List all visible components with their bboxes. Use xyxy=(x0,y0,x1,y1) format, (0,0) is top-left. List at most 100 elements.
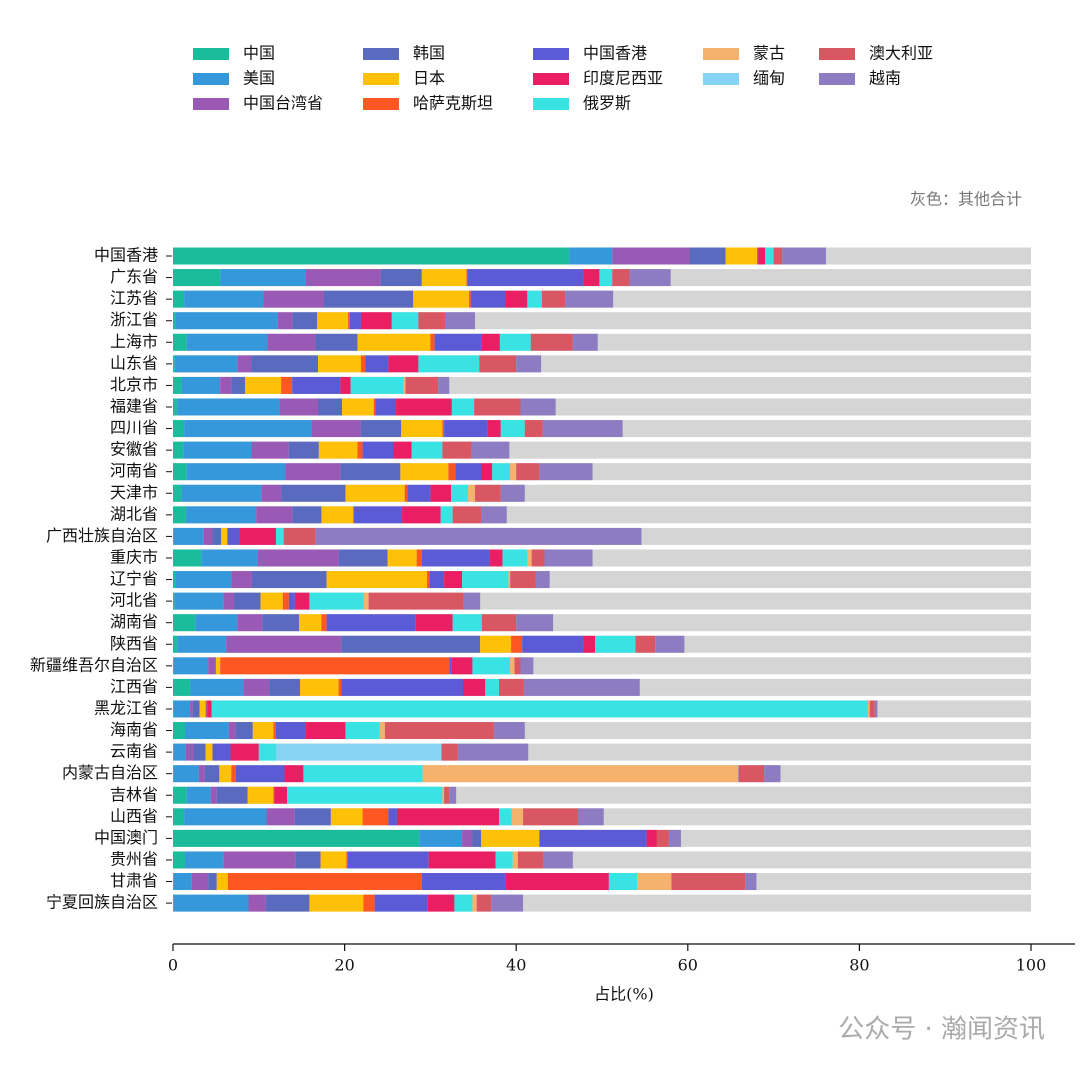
bar-segment xyxy=(430,484,451,502)
bar-segment xyxy=(469,290,471,308)
bar-segment xyxy=(192,700,200,718)
bar-segment xyxy=(173,873,192,891)
y-tick-label: 江西省 xyxy=(110,677,158,696)
bar-segment xyxy=(221,527,228,545)
bar-segment xyxy=(396,808,500,826)
bar-segment xyxy=(421,549,490,567)
bar-segment xyxy=(279,398,319,416)
bar-segment xyxy=(462,571,509,589)
bar-segment xyxy=(516,463,540,481)
bar-segment xyxy=(668,829,681,847)
bar-segment xyxy=(489,549,503,567)
bar-segment xyxy=(508,571,511,589)
bar-segment xyxy=(237,355,252,373)
bar-segment xyxy=(428,851,496,869)
bar-segment xyxy=(354,506,403,524)
bar-segment xyxy=(208,657,216,675)
annotation: 灰色：其他合计 xyxy=(910,190,1022,209)
bar-segment xyxy=(269,678,300,696)
bar-segment xyxy=(282,592,289,610)
bar-segment xyxy=(373,398,376,416)
bar-segment xyxy=(173,657,209,675)
bar-segment xyxy=(186,463,286,481)
y-tick-label: 内蒙古自治区 xyxy=(62,763,158,782)
bar-segment xyxy=(288,441,319,459)
bar-segment xyxy=(173,786,187,804)
x-axis-label: 占比(%) xyxy=(594,985,654,1004)
bar-segment xyxy=(173,743,186,761)
bar-segment xyxy=(348,851,429,869)
bar-segment xyxy=(418,355,480,373)
bar-segment xyxy=(612,247,690,265)
bar-segment xyxy=(745,873,757,891)
bar-segment xyxy=(345,722,380,740)
bar-segment xyxy=(195,614,238,632)
bar-segment xyxy=(362,441,394,459)
bar-segment xyxy=(368,592,464,610)
bar-segment xyxy=(523,808,578,826)
bar-segment xyxy=(541,290,566,308)
bar-segment xyxy=(527,549,532,567)
bar-segment xyxy=(275,527,284,545)
bar-segment xyxy=(429,571,445,589)
bar-segment xyxy=(181,376,221,394)
bar-segment xyxy=(245,376,282,394)
bar-segment xyxy=(267,333,316,351)
bar-segment xyxy=(340,463,401,481)
bar-segment xyxy=(468,484,476,502)
bar-segment xyxy=(324,290,414,308)
bar-segment xyxy=(510,657,515,675)
bar-segment xyxy=(463,592,481,610)
legend-label: 韩国 xyxy=(413,44,445,63)
y-tick-label: 新疆维吾尔自治区 xyxy=(30,655,158,674)
bar-segment xyxy=(251,355,319,373)
bar-segment xyxy=(338,549,388,567)
bar-segment xyxy=(438,376,450,394)
bar-segment xyxy=(177,635,227,653)
bar-segment xyxy=(350,376,404,394)
bar-segment xyxy=(258,743,276,761)
x-tick-label: 40 xyxy=(506,956,526,975)
bar-segment xyxy=(285,463,341,481)
bar-segment xyxy=(220,657,450,675)
bar-segment xyxy=(655,635,685,653)
bar-segment xyxy=(466,269,468,287)
bar-segment xyxy=(502,549,528,567)
y-tick-label: 甘肃省 xyxy=(110,871,158,890)
bar-segment xyxy=(211,700,868,718)
bar-segment xyxy=(173,592,175,610)
bar-segment xyxy=(173,743,174,761)
bar-segment xyxy=(442,420,445,438)
bar-segment xyxy=(656,829,669,847)
bar-segment xyxy=(235,722,253,740)
bar-segment xyxy=(400,463,449,481)
bar-segment xyxy=(193,743,206,761)
bar-segment xyxy=(185,506,257,524)
bar-segment xyxy=(411,441,443,459)
bar-segment xyxy=(442,441,472,459)
bar-segment xyxy=(284,765,304,783)
bar-segment xyxy=(320,851,347,869)
bar-segment xyxy=(190,678,244,696)
bar-segment xyxy=(204,765,220,783)
bar-segment xyxy=(311,420,361,438)
y-tick-label: 广东省 xyxy=(110,267,158,286)
bar-segment xyxy=(583,269,600,287)
legend-label: 越南 xyxy=(869,69,901,88)
legend-swatch xyxy=(533,48,569,60)
bar-segment xyxy=(387,549,417,567)
bar-segment xyxy=(671,873,746,891)
y-tick-label: 湖北省 xyxy=(110,504,158,523)
bar-segment xyxy=(402,506,441,524)
bar-segment xyxy=(388,808,397,826)
bar-segment xyxy=(215,657,221,675)
bar-segment xyxy=(233,592,261,610)
bar-segment xyxy=(434,333,482,351)
bar-segment xyxy=(183,441,252,459)
bar-segment xyxy=(757,247,759,265)
y-tick-label: 贵州省 xyxy=(110,849,158,868)
legend-swatch xyxy=(363,73,399,85)
x-tick-label: 0 xyxy=(168,956,178,975)
bar-segment xyxy=(577,808,604,826)
bar-segment xyxy=(360,355,366,373)
